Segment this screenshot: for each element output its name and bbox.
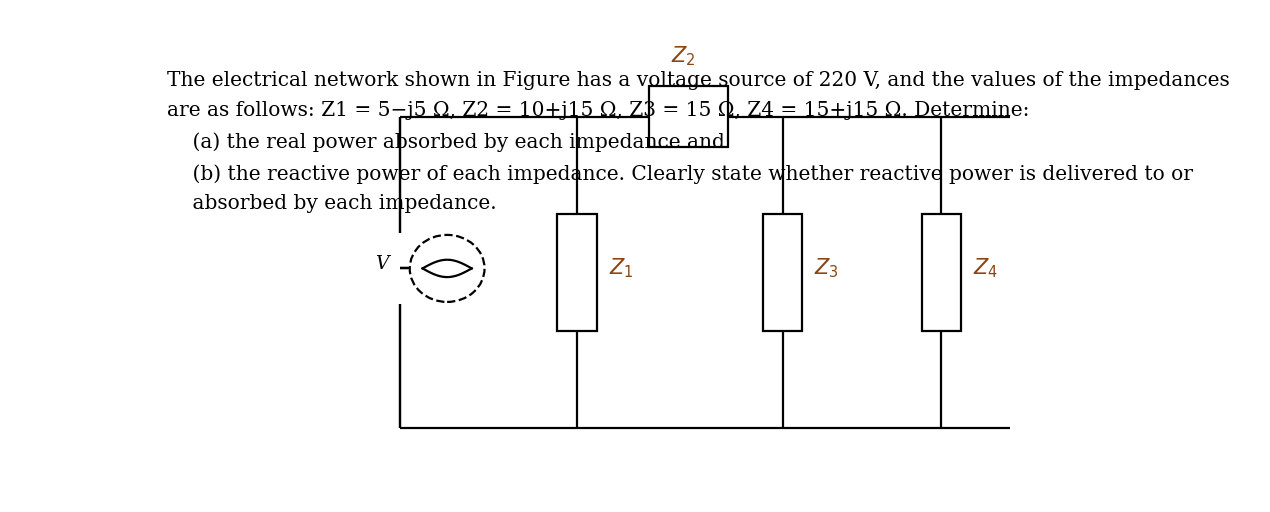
Text: (a) the real power absorbed by each impedance and: (a) the real power absorbed by each impe…	[166, 133, 724, 152]
Text: $Z_1$: $Z_1$	[608, 257, 634, 280]
Text: absorbed by each impedance.: absorbed by each impedance.	[166, 194, 497, 212]
Bar	[558, 214, 597, 331]
Text: $Z_2$: $Z_2$	[671, 45, 696, 68]
Text: V: V	[375, 255, 389, 273]
Text: The electrical network shown in Figure has a voltage source of 220 V, and the va: The electrical network shown in Figure h…	[166, 71, 1229, 90]
Bar	[763, 214, 803, 331]
Bar	[649, 86, 728, 147]
Bar	[922, 214, 961, 331]
Text: are as follows: Z1 = 5−j5 Ω, Z2 = 10+j15 Ω, Z3 = 15 Ω, Z4 = 15+j15 Ω. Determine:: are as follows: Z1 = 5−j5 Ω, Z2 = 10+j15…	[166, 101, 1029, 120]
Text: (b) the reactive power of each impedance. Clearly state whether reactive power i: (b) the reactive power of each impedance…	[166, 164, 1193, 184]
Text: $Z_3$: $Z_3$	[814, 257, 839, 280]
Text: $Z_4$: $Z_4$	[973, 257, 998, 280]
